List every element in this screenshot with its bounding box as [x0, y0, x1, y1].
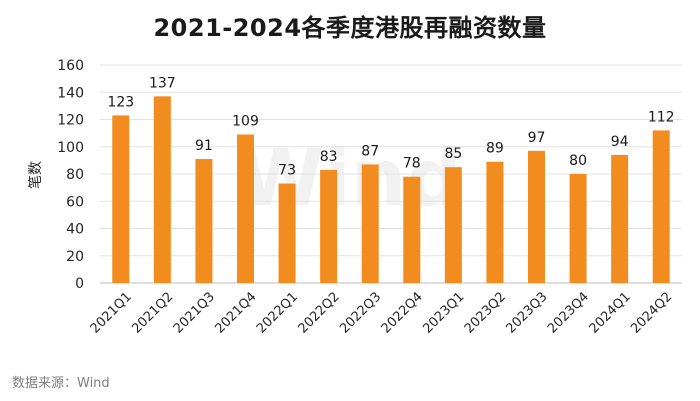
y-axis-title: 笔数: [28, 161, 44, 189]
bar: [361, 164, 379, 283]
bars: [112, 96, 670, 284]
bar-value-label: 123: [107, 94, 134, 110]
bar-value-label: 85: [444, 146, 462, 162]
y-tick-label: 120: [57, 113, 84, 129]
bar-value-label: 91: [195, 138, 213, 154]
bar: [195, 159, 213, 283]
chart-title: 2021-2024各季度港股再融资数量: [153, 14, 547, 42]
x-tick-label: 2022Q2: [296, 289, 343, 336]
x-tick-label: 2021Q1: [88, 289, 135, 336]
bar-value-label: 109: [232, 113, 259, 129]
y-tick-label: 60: [66, 194, 84, 210]
x-tick-label: 2023Q4: [545, 289, 592, 336]
bar-value-label: 87: [361, 143, 379, 159]
watermark-text: Wind: [238, 134, 462, 224]
y-tick-label: 80: [66, 167, 84, 183]
bar-value-label: 97: [528, 130, 546, 146]
x-tick-label: 2024Q1: [587, 289, 634, 336]
y-tick-label: 0: [75, 276, 84, 292]
bar: [611, 154, 629, 283]
bar: [652, 130, 670, 283]
bar: [528, 150, 545, 283]
bar: [569, 174, 587, 283]
bar-value-label: 78: [403, 156, 421, 172]
bar: [237, 134, 254, 283]
x-axis: 2021Q12021Q22021Q32021Q42022Q12022Q22022…: [88, 289, 676, 336]
x-tick-label: 2021Q3: [171, 289, 218, 336]
y-tick-label: 100: [57, 140, 84, 156]
bar: [486, 161, 504, 283]
bar: [444, 167, 462, 283]
bar: [403, 176, 421, 283]
x-tick-label: 2024Q2: [628, 289, 675, 336]
source-note: 数据来源：Wind: [12, 376, 110, 391]
bar-value-label: 89: [486, 141, 504, 157]
y-tick-label: 20: [66, 249, 84, 265]
bar-value-label: 80: [569, 153, 587, 169]
bar-value-label: 73: [278, 163, 296, 179]
x-tick-label: 2023Q2: [462, 289, 509, 336]
x-tick-label: 2021Q2: [129, 289, 176, 336]
data-labels: 123 137 91 109 73 83 87 78 85 89 97 80 94 112: [107, 75, 674, 178]
x-tick-label: 2023Q3: [503, 289, 550, 336]
bar-value-label: 137: [149, 75, 176, 91]
y-tick-label: 40: [66, 222, 84, 238]
x-tick-label: 2022Q4: [379, 289, 426, 336]
y-axis: 0 20 40 60 80 100 120 140 160: [57, 58, 84, 292]
y-tick-label: 140: [57, 85, 84, 101]
bar-value-label: 94: [611, 134, 629, 150]
bar: [112, 115, 130, 283]
y-tick-label: 160: [57, 58, 84, 74]
bar-value-label: 83: [320, 149, 338, 165]
x-tick-label: 2022Q1: [254, 289, 301, 336]
x-tick-label: 2021Q4: [212, 289, 259, 336]
bar: [320, 169, 338, 283]
bar: [153, 96, 171, 284]
x-tick-label: 2022Q3: [337, 289, 384, 336]
bar-value-label: 112: [648, 109, 675, 125]
x-tick-label: 2023Q1: [420, 289, 467, 336]
bar: [278, 183, 296, 283]
